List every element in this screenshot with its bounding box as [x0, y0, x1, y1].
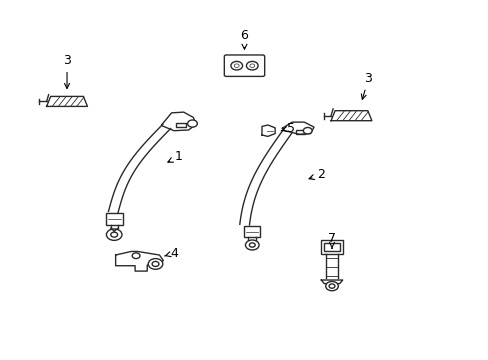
Circle shape: [249, 64, 254, 67]
Text: 6: 6: [240, 29, 248, 49]
Polygon shape: [262, 125, 275, 136]
Circle shape: [106, 229, 122, 240]
Circle shape: [152, 261, 159, 266]
Text: 1: 1: [167, 150, 183, 163]
Bar: [324, 243, 339, 251]
Text: 3: 3: [63, 54, 71, 89]
Circle shape: [187, 120, 197, 127]
Text: 7: 7: [327, 233, 335, 248]
Circle shape: [132, 253, 140, 258]
Circle shape: [303, 127, 311, 134]
Circle shape: [148, 258, 163, 269]
Polygon shape: [162, 112, 196, 131]
Text: 3: 3: [361, 72, 372, 99]
Bar: [244, 226, 260, 237]
Circle shape: [328, 284, 334, 288]
Polygon shape: [116, 251, 163, 271]
Circle shape: [245, 240, 259, 250]
Bar: [176, 123, 186, 127]
Polygon shape: [282, 122, 313, 134]
Polygon shape: [46, 96, 87, 107]
Text: 5: 5: [281, 122, 294, 135]
Polygon shape: [321, 280, 342, 284]
FancyBboxPatch shape: [224, 55, 264, 76]
Polygon shape: [330, 111, 371, 121]
Circle shape: [249, 243, 255, 247]
Circle shape: [234, 64, 239, 67]
Text: 4: 4: [164, 247, 178, 260]
Bar: [295, 130, 304, 134]
Circle shape: [325, 282, 338, 291]
Text: 2: 2: [308, 168, 325, 181]
Circle shape: [111, 232, 117, 237]
Circle shape: [246, 62, 258, 70]
Bar: [321, 240, 342, 254]
Bar: [106, 213, 122, 225]
Circle shape: [230, 62, 242, 70]
